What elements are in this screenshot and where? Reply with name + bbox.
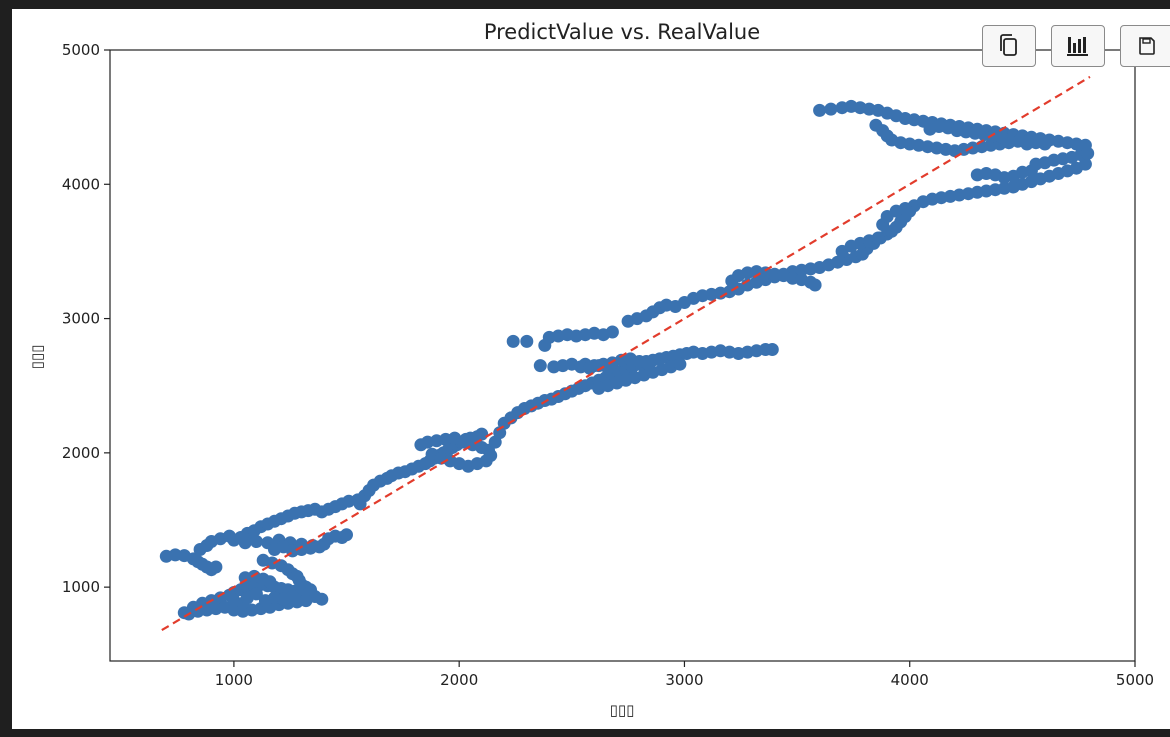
data-point — [520, 334, 534, 348]
data-point — [813, 103, 827, 117]
data-point — [641, 357, 655, 371]
y-tick-label: 4000 — [62, 175, 100, 193]
data-point — [209, 560, 223, 574]
copy-icon — [997, 33, 1021, 59]
data-point — [871, 231, 885, 245]
data-point — [315, 592, 329, 606]
y-tick-label: 1000 — [62, 578, 100, 596]
data-point — [765, 343, 779, 356]
bar-chart-icon — [1066, 35, 1090, 57]
data-point — [1040, 134, 1054, 148]
data-point — [484, 449, 498, 462]
data-point — [299, 594, 313, 608]
data-point — [533, 359, 547, 373]
x-tick-label: 3000 — [665, 671, 703, 689]
y-axis-label: ▯▯▯ — [28, 345, 46, 370]
data-point — [506, 334, 520, 348]
x-tick-label: 4000 — [891, 671, 929, 689]
copy-button[interactable] — [982, 25, 1036, 67]
data-point — [340, 528, 353, 542]
x-tick-label: 5000 — [1116, 671, 1154, 689]
x-tick-label: 2000 — [440, 671, 478, 689]
data-point — [313, 540, 326, 554]
data-point — [808, 278, 822, 292]
ticks-layer: 1000 2000 3000 4000 5000 1000 2000 3000 4000 5000 — [62, 41, 1154, 689]
reference-line — [161, 75, 1091, 632]
data-point — [475, 427, 489, 441]
data-point — [824, 102, 838, 116]
x-tick-label: 1000 — [215, 671, 253, 689]
chart-button[interactable] — [1051, 25, 1105, 67]
data-point — [673, 357, 687, 371]
data-point — [1078, 138, 1092, 152]
save-button[interactable] — [1120, 25, 1170, 67]
y-tick-label: 5000 — [62, 41, 100, 59]
x-axis-label: ▯▯▯ — [610, 701, 635, 719]
data-point — [263, 575, 277, 589]
data-point — [249, 535, 263, 548]
y-tick-label: 2000 — [62, 444, 100, 462]
chart-title: PredictValue vs. RealValue — [484, 20, 760, 44]
scatter-chart: 1000 2000 3000 4000 5000 1000 2000 3000 4000 5000… — [28, 20, 1154, 719]
data-point — [601, 361, 615, 375]
y-tick-label: 3000 — [62, 310, 100, 328]
chart-panel: 1000 2000 3000 4000 5000 1000 2000 3000 4000 5000… — [12, 9, 1170, 729]
data-point — [605, 325, 619, 339]
data-point — [286, 590, 299, 603]
data-point — [238, 536, 252, 550]
data-point — [898, 202, 912, 215]
data-point — [249, 587, 263, 601]
floppy-disk-icon — [1137, 36, 1157, 56]
